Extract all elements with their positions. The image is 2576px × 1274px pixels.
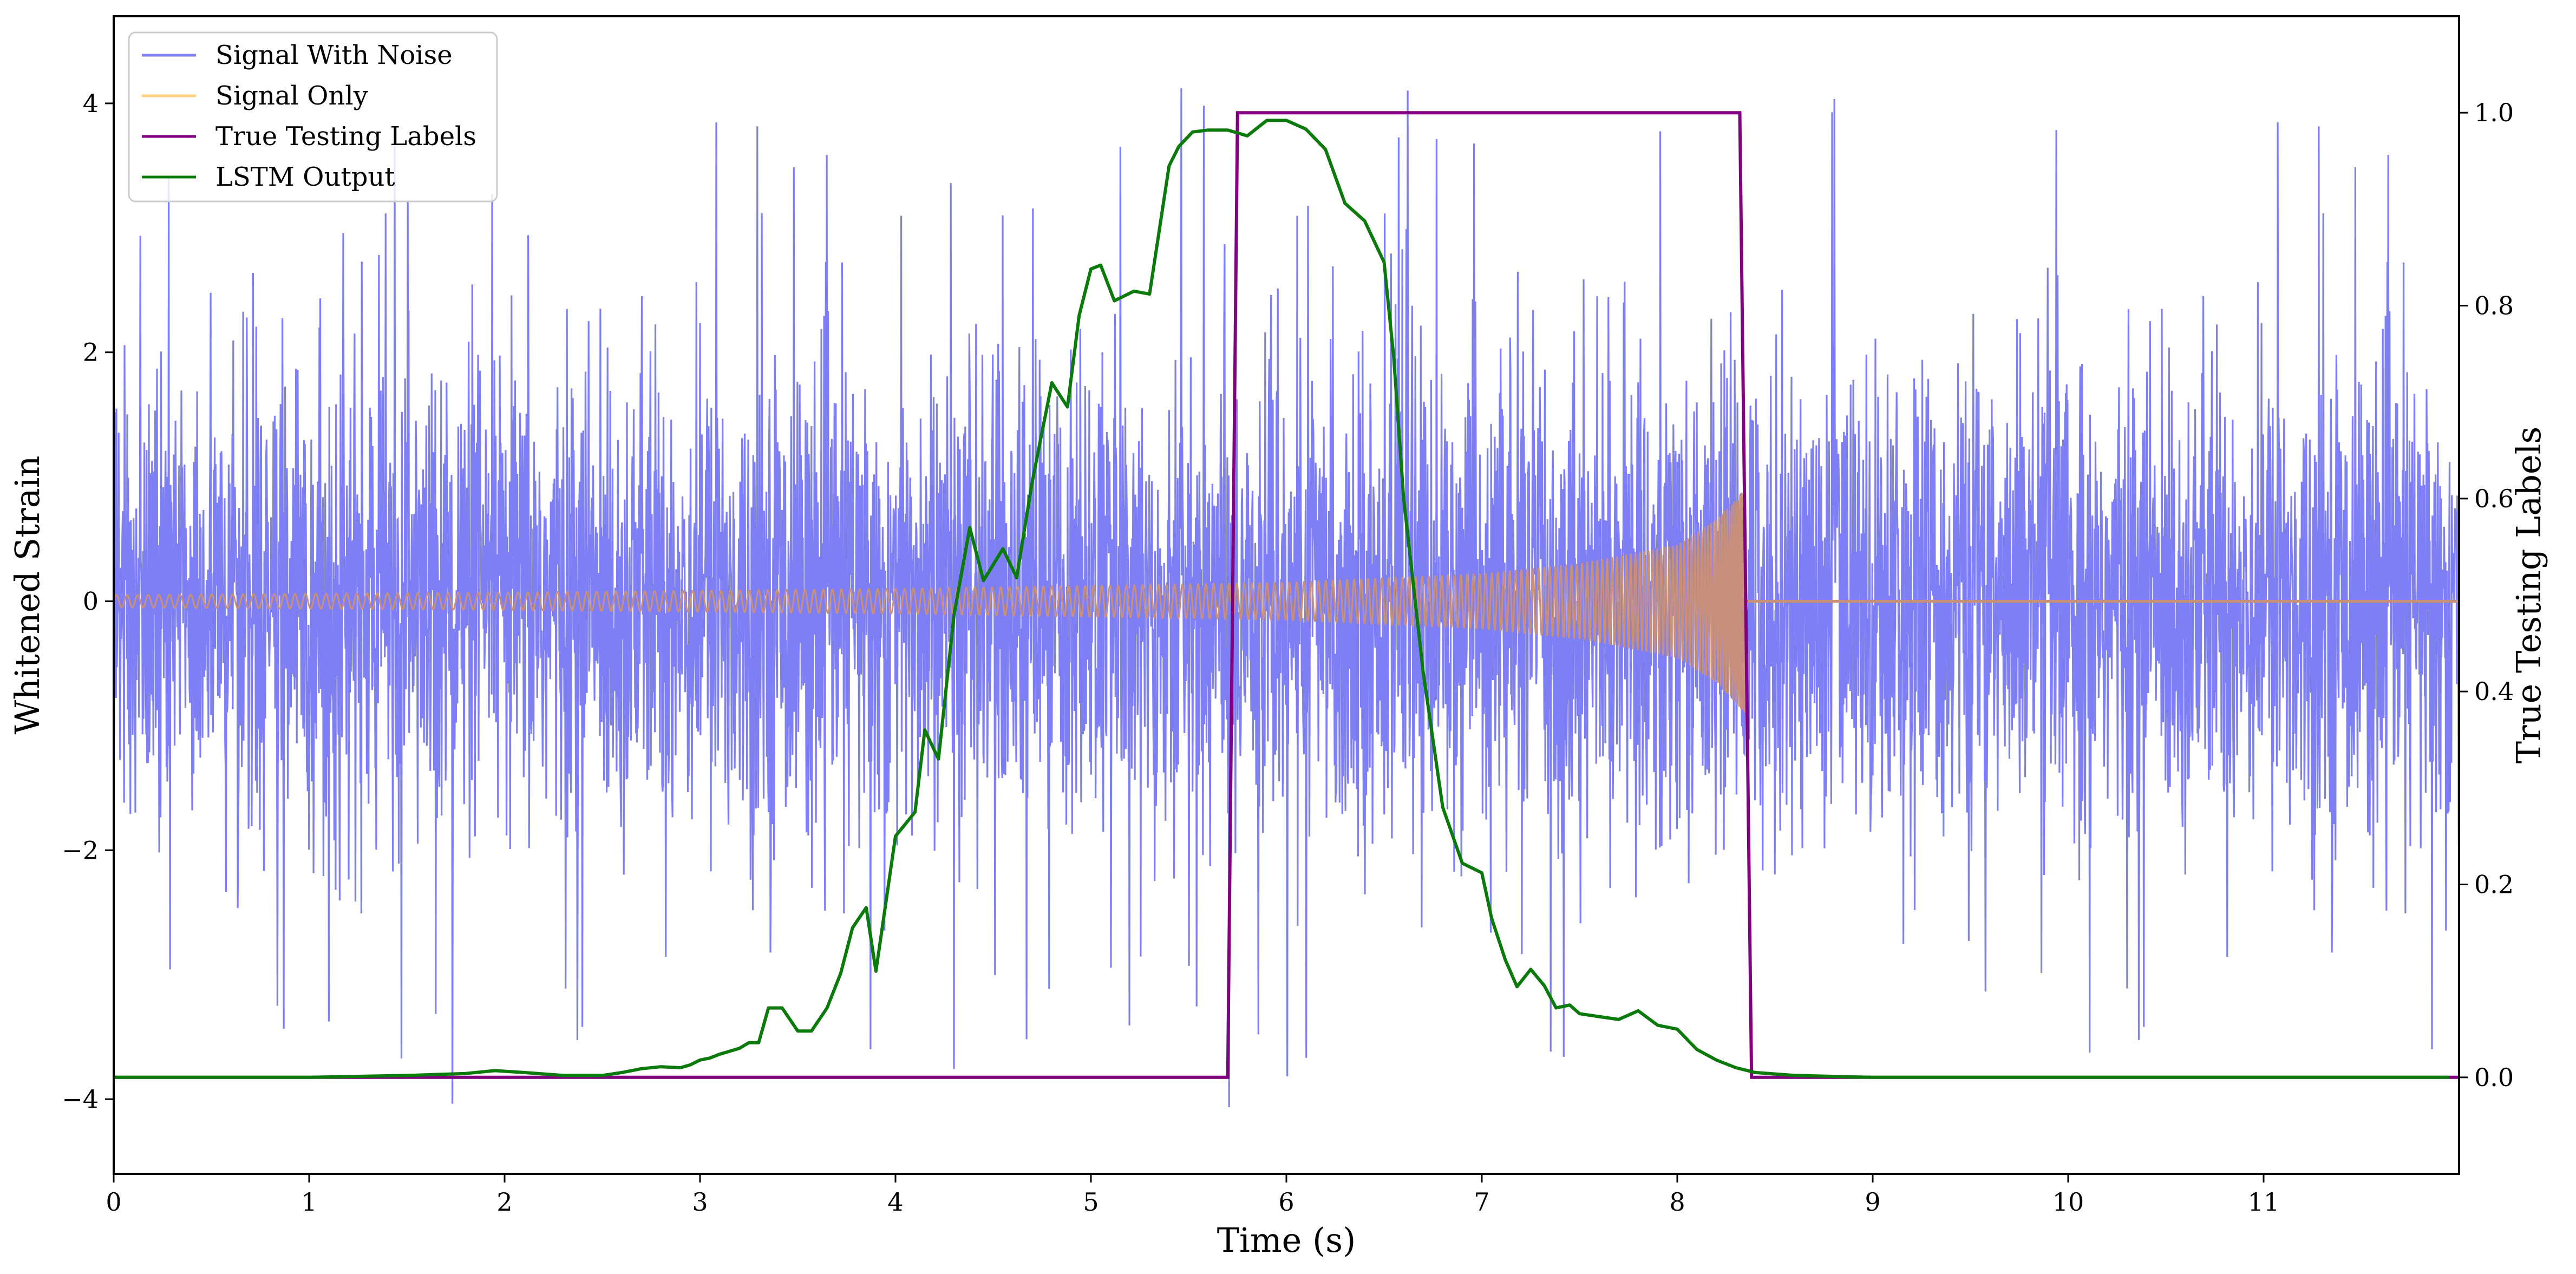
y-tick-label: 2 xyxy=(83,338,99,367)
x-tick-label: 1 xyxy=(301,1187,317,1217)
y-tick-label: −4 xyxy=(62,1084,99,1114)
legend-box xyxy=(128,31,498,202)
series-lstm-output xyxy=(114,119,2449,1079)
x-tick-label: 4 xyxy=(887,1187,903,1217)
y2-tick-label: 0.8 xyxy=(2474,291,2514,321)
legend-label-true-testing-labels: True Testing Labels xyxy=(215,121,476,152)
y-axis-right: 0.0 0.2 0.4 0.6 0.8 1.0 xyxy=(2459,98,2514,1092)
x-tick-label: 2 xyxy=(496,1187,512,1217)
x-tick-label: 7 xyxy=(1474,1187,1489,1217)
y2-tick-label: 1.0 xyxy=(2474,98,2514,127)
x-tick-label: 6 xyxy=(1278,1187,1294,1217)
y2-tick-label: 0.2 xyxy=(2474,870,2514,899)
legend-label-signal-with-noise: Signal With Noise xyxy=(215,40,453,70)
x-tick-label: 10 xyxy=(2052,1187,2084,1217)
x-axis-label: Time (s) xyxy=(1217,1220,1356,1260)
y-tick-label: 4 xyxy=(83,89,99,118)
y-tick-label: −2 xyxy=(62,835,99,865)
series-signal-only xyxy=(114,490,1747,713)
y2-tick-label: 0.4 xyxy=(2474,677,2514,706)
x-axis: 0 1 2 3 4 5 6 7 8 9 10 11 xyxy=(106,1174,2279,1217)
plot-area xyxy=(114,88,2459,1107)
y2-tick-label: 0.6 xyxy=(2474,484,2514,513)
x-tick-label: 8 xyxy=(1669,1187,1685,1217)
y2-axis-label: True Testing Labels xyxy=(2509,427,2548,764)
legend-label-lstm-output: LSTM Output xyxy=(215,162,395,192)
legend-label-signal-only: Signal Only xyxy=(215,81,368,111)
y-axis-left: −4 −2 0 2 4 xyxy=(62,89,114,1114)
x-tick-label: 11 xyxy=(2248,1187,2280,1217)
y-tick-label: 0 xyxy=(83,586,99,616)
x-tick-label: 5 xyxy=(1083,1187,1099,1217)
x-tick-label: 3 xyxy=(692,1187,708,1217)
x-tick-label: 9 xyxy=(1865,1187,1880,1217)
y2-tick-label: 0.0 xyxy=(2474,1063,2514,1092)
x-tick-label: 0 xyxy=(106,1187,121,1217)
y-axis-label: Whitened Strain xyxy=(8,456,47,735)
legend: Signal With Noise Signal Only True Testi… xyxy=(128,31,498,202)
